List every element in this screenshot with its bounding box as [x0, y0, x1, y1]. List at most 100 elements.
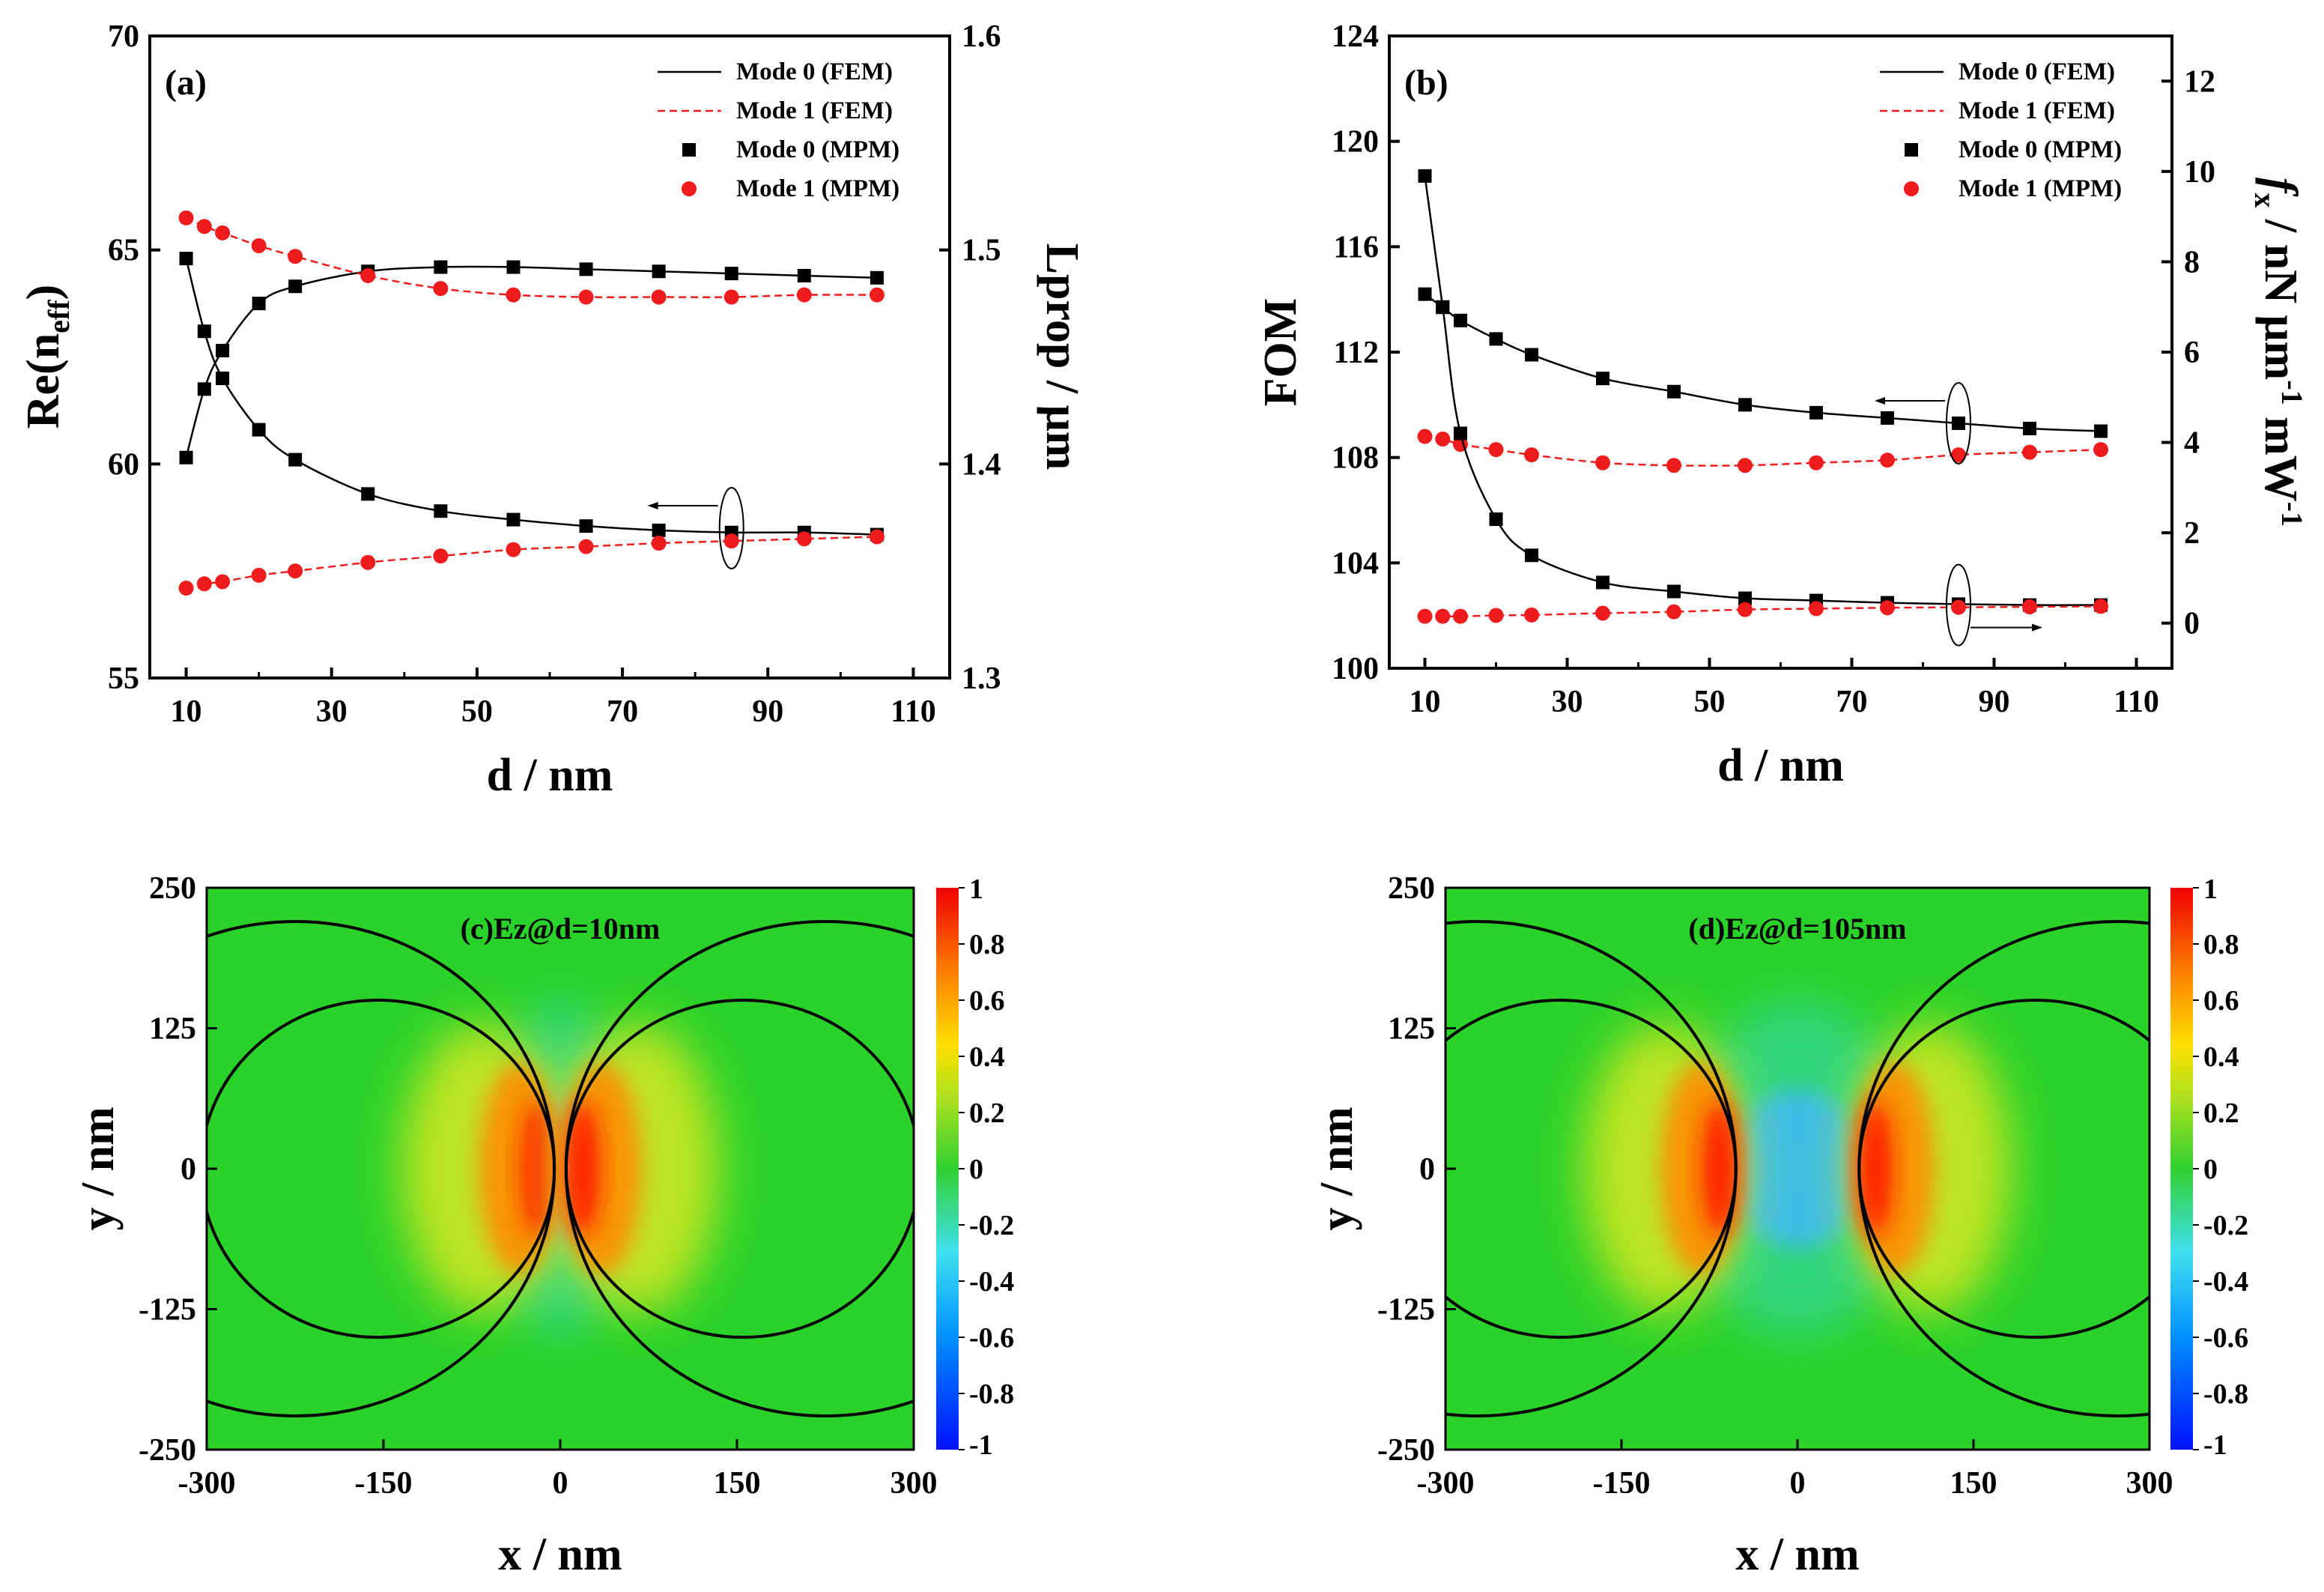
y2-tick-label: 1.6 [962, 19, 1001, 54]
data-point-mode1 [360, 267, 376, 283]
series-line [1424, 293, 2102, 432]
panel-label: (d)Ez@d=105nm [1688, 912, 1906, 945]
y-tick-label: 125 [1388, 1012, 1435, 1047]
x-tick-label: 90 [752, 694, 783, 729]
data-point-mode1 [1417, 608, 1433, 624]
colorbar-tick-label: -0.2 [2203, 1210, 2248, 1241]
data-point-mode0 [579, 262, 593, 276]
data-point-mode1 [215, 225, 231, 240]
data-point-mode0 [1454, 313, 1467, 327]
y-axis-label: y / nm [1311, 1107, 1362, 1230]
x-tick-label: 0 [553, 1466, 568, 1501]
outer-circle-boundary [564, 920, 914, 1417]
data-point-mode0 [434, 260, 448, 274]
panel-label: (c)Ez@d=10nm [461, 912, 661, 945]
y-axis-label: FOM [1255, 298, 1306, 407]
data-point-mode1 [1666, 458, 1681, 473]
x-tick-label: 300 [2126, 1466, 2173, 1501]
data-point-mode1 [1666, 604, 1681, 620]
colorbar-tick-label: 0.8 [2203, 929, 2239, 960]
data-point-mode0 [506, 260, 521, 274]
data-point-mode0 [197, 382, 211, 396]
data-point-mode0 [579, 519, 593, 533]
data-point-mode0 [434, 504, 448, 518]
legend-label: Mode 1 (MPM) [736, 175, 899, 202]
data-point-mode1 [251, 237, 267, 253]
data-point-mode0 [506, 512, 521, 527]
data-point-mode0 [1596, 372, 1609, 386]
colorbar-tick-label: -0.4 [969, 1266, 1014, 1298]
y-tick-label: 250 [1388, 871, 1435, 906]
data-point-mode0 [1596, 575, 1609, 590]
data-point-mode0 [288, 453, 303, 467]
y-axis-label-sub: eff [42, 300, 76, 333]
y2-axis-label-sup1: -1 [2275, 380, 2309, 405]
y-tick-label: -250 [1377, 1433, 1435, 1468]
data-point-mode0 [1952, 416, 1965, 430]
data-point-mode1 [1738, 458, 1753, 473]
plot-frame [1388, 34, 2173, 670]
data-point-mode0 [216, 372, 230, 386]
y-tick-label: 124 [1332, 19, 1379, 54]
x-axis-label: d / nm [1717, 740, 1844, 791]
data-point-mode1 [196, 576, 212, 592]
colorbar [2170, 888, 2193, 1450]
y-tick-label: 120 [1332, 125, 1379, 160]
y-tick-label: -125 [1377, 1293, 1435, 1328]
data-point-mode1 [433, 548, 449, 564]
data-point-mode0 [1809, 405, 1823, 420]
x-tick-label: 30 [316, 694, 348, 729]
data-point-mode0 [1525, 348, 1538, 362]
x-tick-label: 70 [607, 694, 638, 729]
panel-label: (b) [1404, 63, 1448, 103]
data-point-mode1 [433, 281, 449, 297]
x-tick-label: 90 [1979, 685, 2010, 719]
data-point-mode1 [196, 219, 212, 234]
y-tick-label: 104 [1332, 546, 1379, 581]
data-point-mode0 [1525, 548, 1538, 563]
y-axis-label-main: Re(n [18, 333, 69, 429]
y-axis-label-close: ) [18, 285, 69, 300]
colorbar-tick-label: 0 [2203, 1154, 2218, 1185]
data-point-mode1 [1951, 599, 1966, 615]
x-tick-label: 50 [1694, 685, 1726, 719]
data-point-mode1 [578, 539, 594, 554]
colorbar [936, 888, 959, 1450]
data-point-mode0 [1418, 287, 1432, 301]
data-point-mode1 [796, 287, 812, 303]
legend-swatch [682, 143, 696, 157]
data-point-mode1 [1435, 608, 1451, 624]
data-point-mode0 [2094, 424, 2108, 438]
legend-swatch [682, 181, 697, 196]
colorbar-tick-label: -0.6 [2203, 1322, 2248, 1354]
data-point-mode1 [651, 536, 667, 551]
data-point-mode1 [506, 542, 521, 557]
data-point-mode0 [870, 270, 884, 285]
legend-swatch [1904, 181, 1919, 196]
y2-tick-label: 1.3 [962, 662, 1001, 696]
series-line [185, 258, 877, 536]
y-tick-label: 0 [180, 1152, 196, 1187]
data-point-mode1 [1488, 608, 1504, 623]
data-point-mode0 [1667, 384, 1681, 399]
data-point-mode1 [1809, 601, 1824, 617]
y-tick-label: 250 [149, 871, 196, 906]
data-point-mode1 [1951, 447, 1966, 463]
y2-tick-label: 12 [2184, 64, 2215, 99]
y-tick-label: 70 [108, 19, 139, 54]
data-point-mode1 [1880, 600, 1895, 616]
y-tick-label: 112 [1333, 336, 1379, 370]
annotation-ellipse [1946, 563, 1971, 647]
x-tick-label: 10 [1410, 685, 1441, 719]
data-point-mode1 [1417, 429, 1433, 444]
outer-circle-boundary [1445, 920, 1738, 1417]
data-point-mode1 [1435, 432, 1451, 447]
x-tick-label: -300 [1417, 1466, 1475, 1501]
legend-label: Mode 1 (FEM) [1959, 97, 2115, 124]
data-point-mode1 [651, 289, 667, 305]
x-tick-label: -150 [355, 1466, 413, 1501]
data-point-mode1 [215, 574, 231, 590]
x-tick-label: 150 [714, 1466, 761, 1501]
data-point-mode1 [288, 563, 303, 579]
data-point-mode0 [361, 487, 375, 501]
